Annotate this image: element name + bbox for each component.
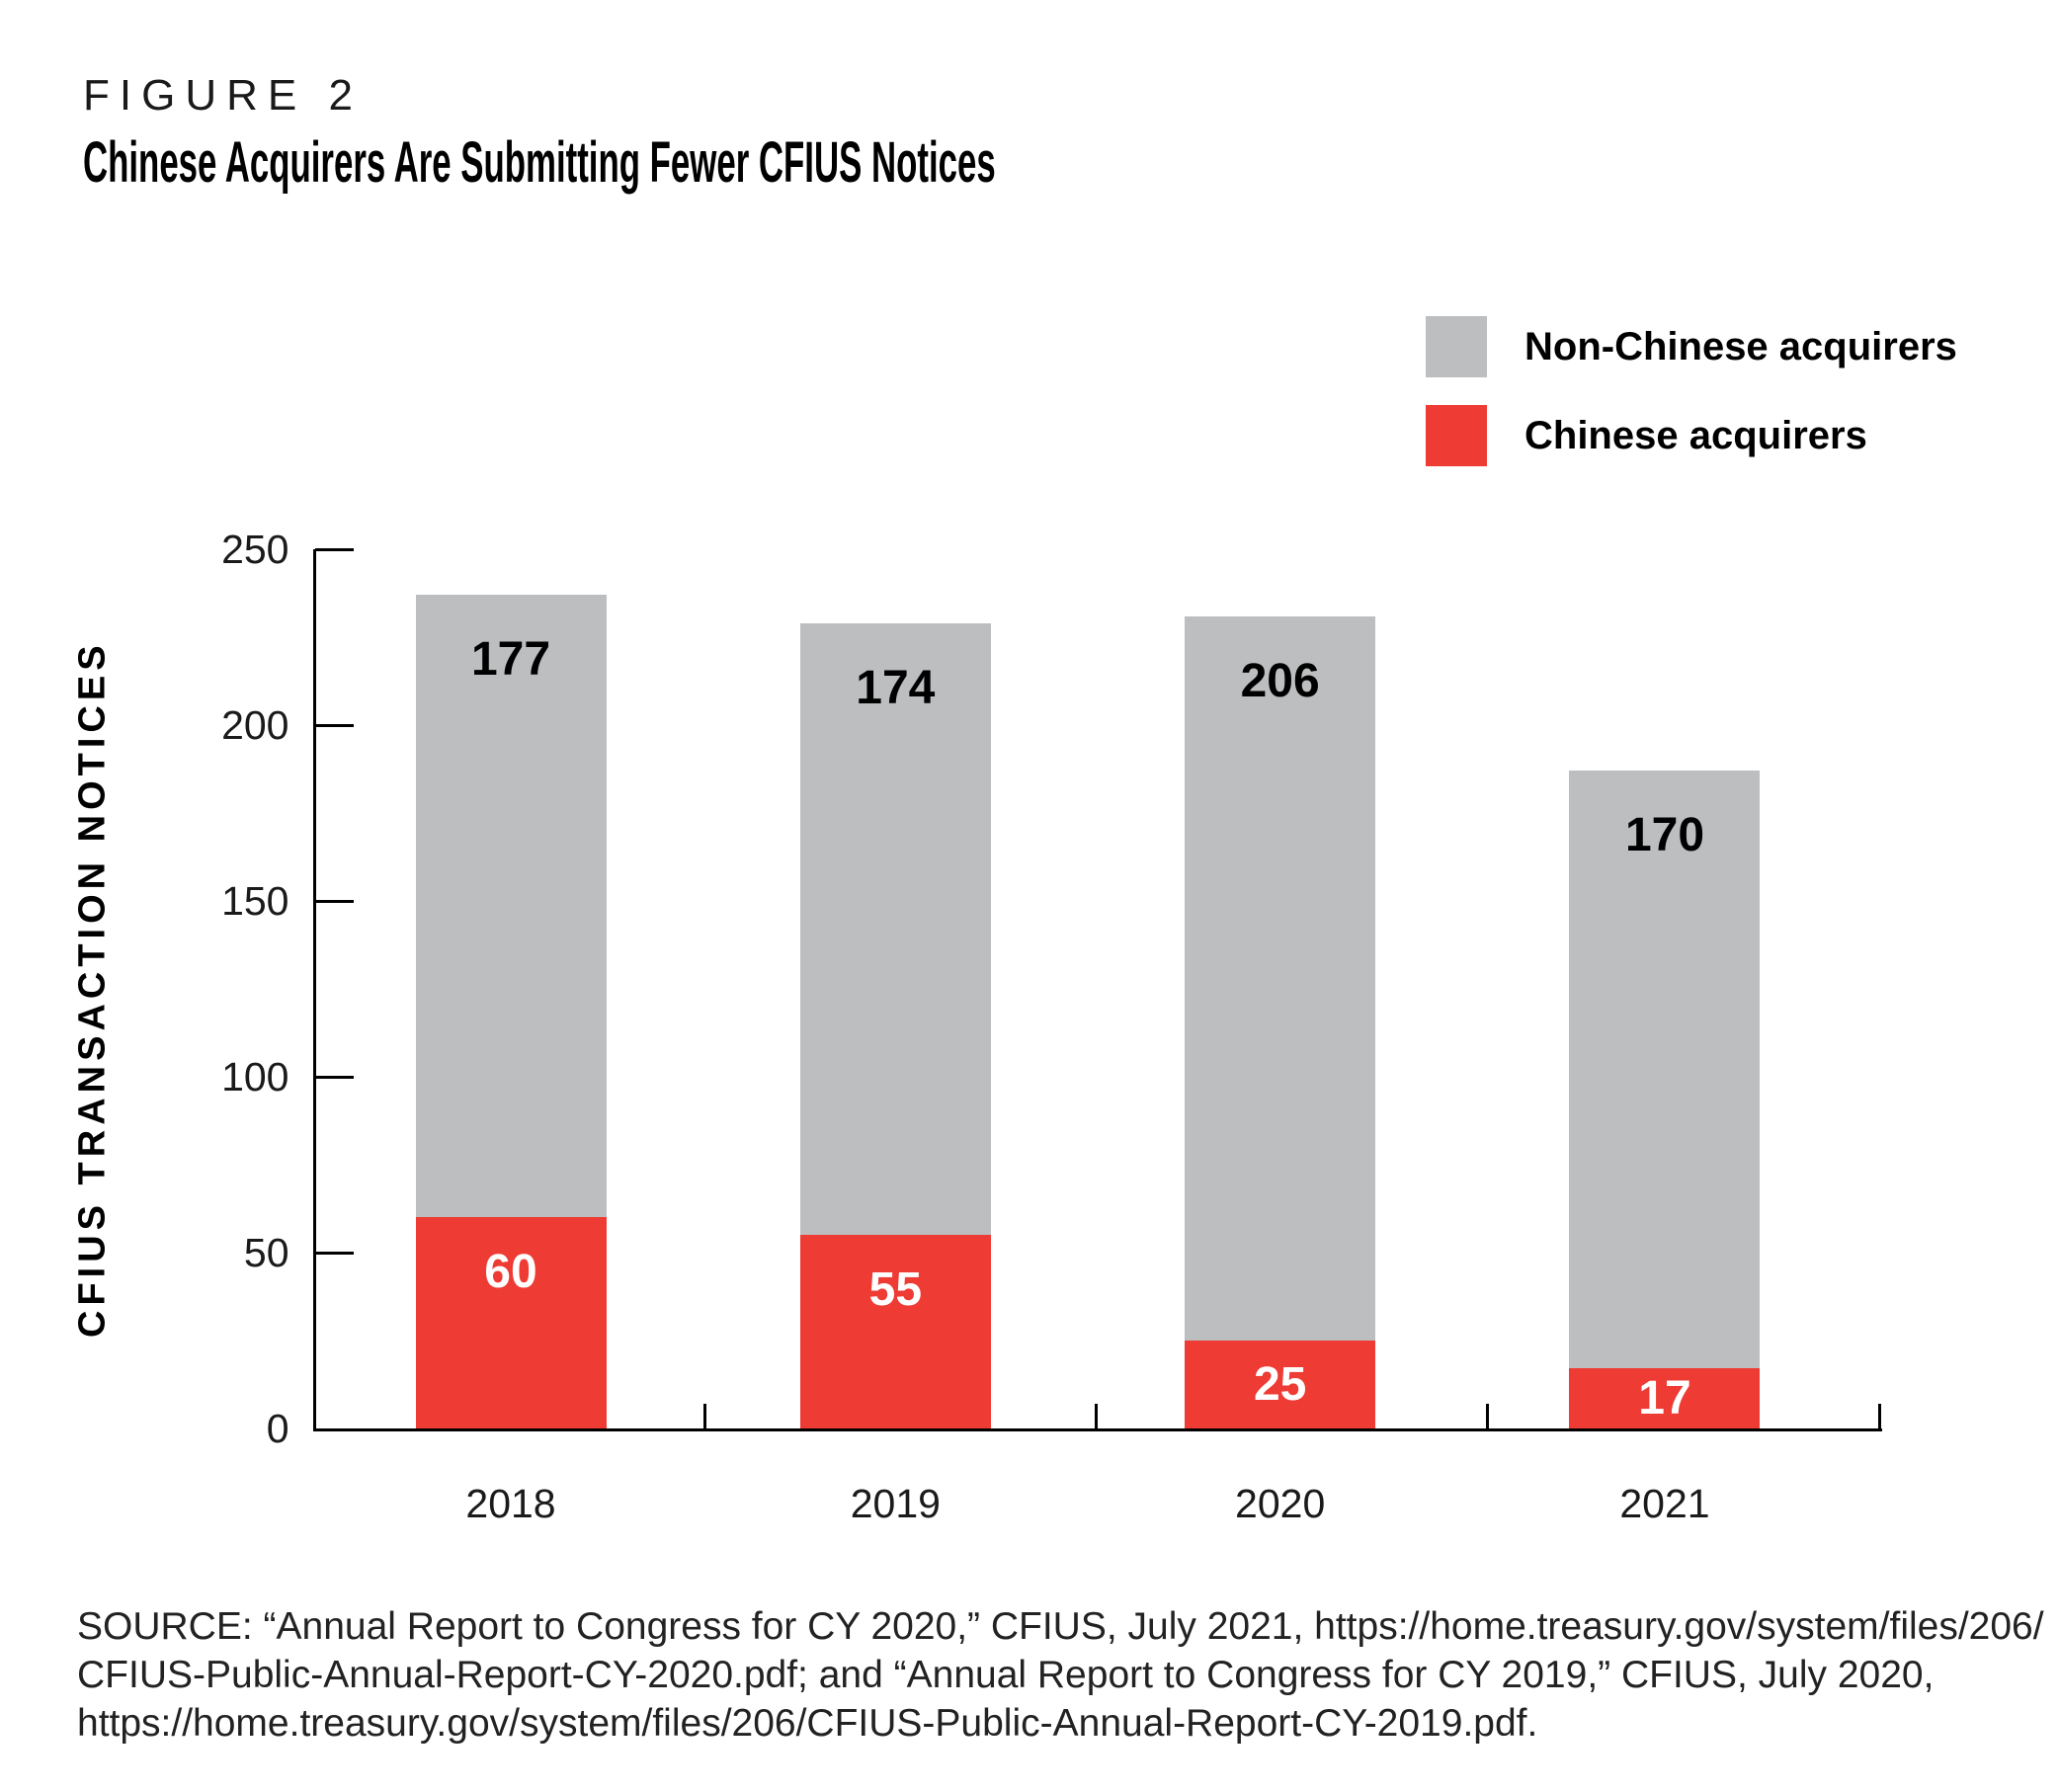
legend-item-non-chinese: Non-Chinese acquirers bbox=[1426, 316, 1957, 377]
category-label: 2020 bbox=[1235, 1481, 1326, 1526]
y-axis-title: CFIUS TRANSACTION NOTICES bbox=[71, 640, 114, 1338]
source-line: SOURCE: “Annual Report to Congress for C… bbox=[77, 1605, 2044, 1648]
x-tick bbox=[1095, 1404, 1098, 1428]
bar-value-label-non-chinese: 170 bbox=[1624, 809, 1705, 862]
y-tick-label: 100 bbox=[221, 1054, 289, 1100]
bar-value-label-chinese: 17 bbox=[1638, 1371, 1691, 1425]
bar-segment-non-chinese bbox=[1185, 615, 1376, 1341]
y-tick bbox=[314, 1075, 354, 1079]
y-tick-label: 50 bbox=[243, 1230, 289, 1275]
bar-value-label-chinese: 55 bbox=[868, 1263, 923, 1317]
y-tick-label: 0 bbox=[266, 1406, 289, 1451]
bar-value-label-chinese: 25 bbox=[1253, 1357, 1307, 1411]
legend-swatch-non-chinese bbox=[1426, 316, 1487, 377]
bar-segment-non-chinese bbox=[1569, 771, 1761, 1369]
category-label: 2019 bbox=[850, 1481, 941, 1526]
x-axis-line bbox=[313, 1428, 1882, 1431]
bar-segment-chinese bbox=[1185, 1341, 1376, 1428]
legend-label-non-chinese: Non-Chinese acquirers bbox=[1524, 324, 1957, 368]
legend-item-chinese: Chinese acquirers bbox=[1426, 405, 1957, 466]
y-tick-label: 250 bbox=[221, 527, 289, 572]
bar-value-label-non-chinese: 206 bbox=[1240, 654, 1320, 707]
source-note: SOURCE: “Annual Report to Congress for C… bbox=[77, 1602, 2044, 1748]
x-tick bbox=[1486, 1404, 1490, 1428]
bar-segment-non-chinese bbox=[799, 622, 991, 1236]
legend-swatch-chinese bbox=[1426, 405, 1487, 466]
x-tick bbox=[1877, 1404, 1881, 1428]
y-axis-line bbox=[313, 549, 316, 1431]
category-label: 2021 bbox=[1619, 1481, 1710, 1526]
bar-value-label-non-chinese: 174 bbox=[856, 661, 936, 714]
y-tick-label: 200 bbox=[221, 702, 289, 748]
y-tick bbox=[314, 1251, 354, 1255]
category-label: 2018 bbox=[465, 1481, 556, 1526]
y-tick bbox=[314, 723, 354, 727]
source-line: https://home.treasury.gov/system/files/2… bbox=[77, 1702, 1538, 1745]
y-tick bbox=[314, 547, 354, 551]
bar-value-label-chinese: 60 bbox=[484, 1246, 537, 1299]
source-line: CFIUS-Public-Annual-Report-CY-2020.pdf; … bbox=[77, 1654, 1935, 1696]
y-tick bbox=[314, 899, 354, 903]
bar-value-label-non-chinese: 177 bbox=[470, 633, 551, 687]
bar-segment-chinese bbox=[415, 1217, 607, 1428]
x-tick bbox=[702, 1404, 706, 1428]
bar-segment-chinese bbox=[799, 1235, 991, 1428]
bar-segment-non-chinese bbox=[415, 595, 607, 1218]
page-title: Chinese Acquirers Are Submitting Fewer C… bbox=[83, 130, 996, 195]
y-tick-label: 150 bbox=[221, 878, 289, 924]
figure-label: FIGURE 2 bbox=[83, 71, 363, 120]
bar-segment-chinese bbox=[1569, 1368, 1761, 1428]
legend-label-chinese: Chinese acquirers bbox=[1524, 413, 1867, 457]
legend: Non-Chinese acquirers Chinese acquirers bbox=[1426, 316, 1957, 466]
